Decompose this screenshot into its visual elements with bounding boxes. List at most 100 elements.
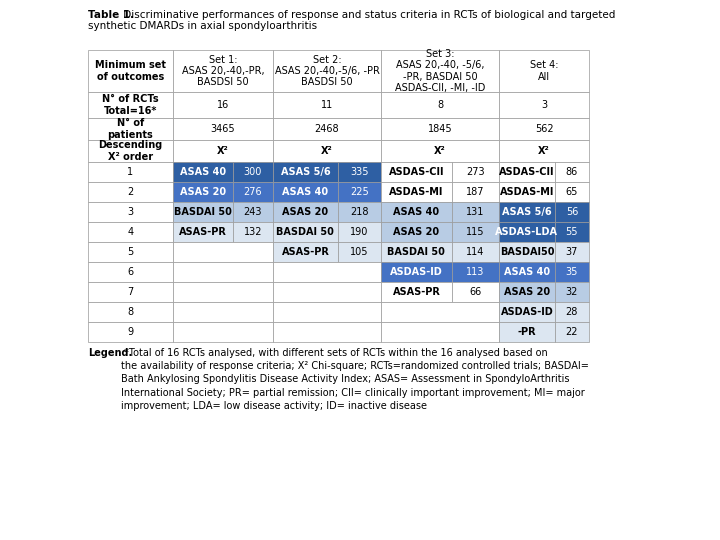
- Text: 276: 276: [243, 187, 262, 197]
- Bar: [173, 118, 273, 140]
- Text: ASDAS-ID: ASDAS-ID: [500, 307, 553, 317]
- Text: ASAS 40: ASAS 40: [504, 267, 550, 277]
- Text: BASDAI 50: BASDAI 50: [174, 207, 232, 217]
- Bar: [381, 222, 452, 242]
- Text: 132: 132: [244, 227, 262, 237]
- Bar: [555, 282, 589, 302]
- Text: N° of RCTs
Total=16*: N° of RCTs Total=16*: [102, 94, 159, 116]
- Bar: [88, 322, 173, 342]
- Text: 56: 56: [566, 207, 578, 217]
- Text: ASDAS-MI: ASDAS-MI: [390, 187, 444, 197]
- Text: Set 1:
ASAS 20,-40,-PR,
BASDSI 50: Set 1: ASAS 20,-40,-PR, BASDSI 50: [181, 55, 264, 87]
- Bar: [273, 118, 381, 140]
- Bar: [452, 262, 499, 282]
- Bar: [88, 162, 173, 182]
- Bar: [499, 92, 589, 118]
- Text: 3465: 3465: [211, 124, 235, 134]
- Bar: [88, 242, 173, 262]
- Text: ASAS 20: ASAS 20: [180, 187, 226, 197]
- Text: 225: 225: [350, 187, 369, 197]
- Text: 86: 86: [566, 167, 578, 177]
- Bar: [499, 50, 589, 92]
- Bar: [381, 162, 452, 182]
- Bar: [173, 242, 273, 262]
- Text: ASAS-PR: ASAS-PR: [179, 227, 227, 237]
- Bar: [233, 182, 273, 202]
- Bar: [173, 50, 273, 92]
- Bar: [381, 140, 499, 162]
- Bar: [499, 282, 555, 302]
- Bar: [381, 302, 499, 322]
- Bar: [499, 140, 589, 162]
- Bar: [273, 92, 381, 118]
- Text: ASDAS-CII: ASDAS-CII: [499, 167, 554, 177]
- Bar: [173, 162, 233, 182]
- Bar: [452, 202, 499, 222]
- Bar: [452, 222, 499, 242]
- Text: 105: 105: [350, 247, 369, 257]
- Bar: [381, 242, 452, 262]
- Bar: [88, 282, 173, 302]
- Bar: [273, 202, 338, 222]
- Text: 562: 562: [535, 124, 553, 134]
- Text: *Total of 16 RCTs analysed, with different sets of RCTs within the 16 analysed b: *Total of 16 RCTs analysed, with differe…: [121, 348, 589, 411]
- Bar: [88, 182, 173, 202]
- Bar: [173, 92, 273, 118]
- Bar: [381, 118, 499, 140]
- Bar: [338, 222, 381, 242]
- Bar: [381, 262, 452, 282]
- Text: 190: 190: [350, 227, 369, 237]
- Text: Table 1.: Table 1.: [88, 10, 134, 20]
- Text: X²: X²: [538, 146, 550, 156]
- Text: 37: 37: [566, 247, 578, 257]
- Text: ASAS 40: ASAS 40: [393, 207, 439, 217]
- Bar: [88, 302, 173, 322]
- Bar: [555, 242, 589, 262]
- Bar: [233, 222, 273, 242]
- Bar: [173, 140, 273, 162]
- Text: ASDAS-CII: ASDAS-CII: [389, 167, 444, 177]
- Bar: [273, 262, 381, 282]
- Text: 9: 9: [127, 327, 134, 337]
- Bar: [88, 118, 173, 140]
- Text: Set 4:
All: Set 4: All: [530, 60, 558, 82]
- Bar: [381, 282, 452, 302]
- Bar: [452, 242, 499, 262]
- Text: 4: 4: [127, 227, 134, 237]
- Bar: [338, 162, 381, 182]
- Text: 65: 65: [566, 187, 578, 197]
- Text: ASAS-PR: ASAS-PR: [282, 247, 329, 257]
- Bar: [452, 182, 499, 202]
- Text: 3: 3: [541, 100, 547, 110]
- Bar: [555, 222, 589, 242]
- Text: 3: 3: [127, 207, 134, 217]
- Text: ASAS 20: ASAS 20: [282, 207, 328, 217]
- Bar: [555, 262, 589, 282]
- Text: Discriminative performances of response and status criteria in RCTs of biologica: Discriminative performances of response …: [120, 10, 616, 20]
- Text: 114: 114: [467, 247, 485, 257]
- Text: Legend.: Legend.: [88, 348, 132, 358]
- Text: X²: X²: [434, 146, 446, 156]
- Text: ASAS-PR: ASAS-PR: [392, 287, 441, 297]
- Text: ASAS 5/6: ASAS 5/6: [502, 207, 552, 217]
- Text: 5: 5: [127, 247, 134, 257]
- Bar: [273, 140, 381, 162]
- Bar: [381, 322, 499, 342]
- Text: 28: 28: [566, 307, 578, 317]
- Bar: [233, 202, 273, 222]
- Text: BASDAI 50: BASDAI 50: [276, 227, 334, 237]
- Bar: [88, 202, 173, 222]
- Bar: [499, 202, 555, 222]
- Text: 218: 218: [350, 207, 369, 217]
- Text: Descending
X² order: Descending X² order: [99, 140, 163, 161]
- Bar: [273, 182, 338, 202]
- Bar: [88, 92, 173, 118]
- Bar: [273, 222, 338, 242]
- Bar: [173, 222, 233, 242]
- Bar: [273, 282, 381, 302]
- Bar: [173, 302, 273, 322]
- Text: X²: X²: [217, 146, 229, 156]
- Bar: [381, 182, 452, 202]
- Text: 1845: 1845: [428, 124, 452, 134]
- Bar: [88, 262, 173, 282]
